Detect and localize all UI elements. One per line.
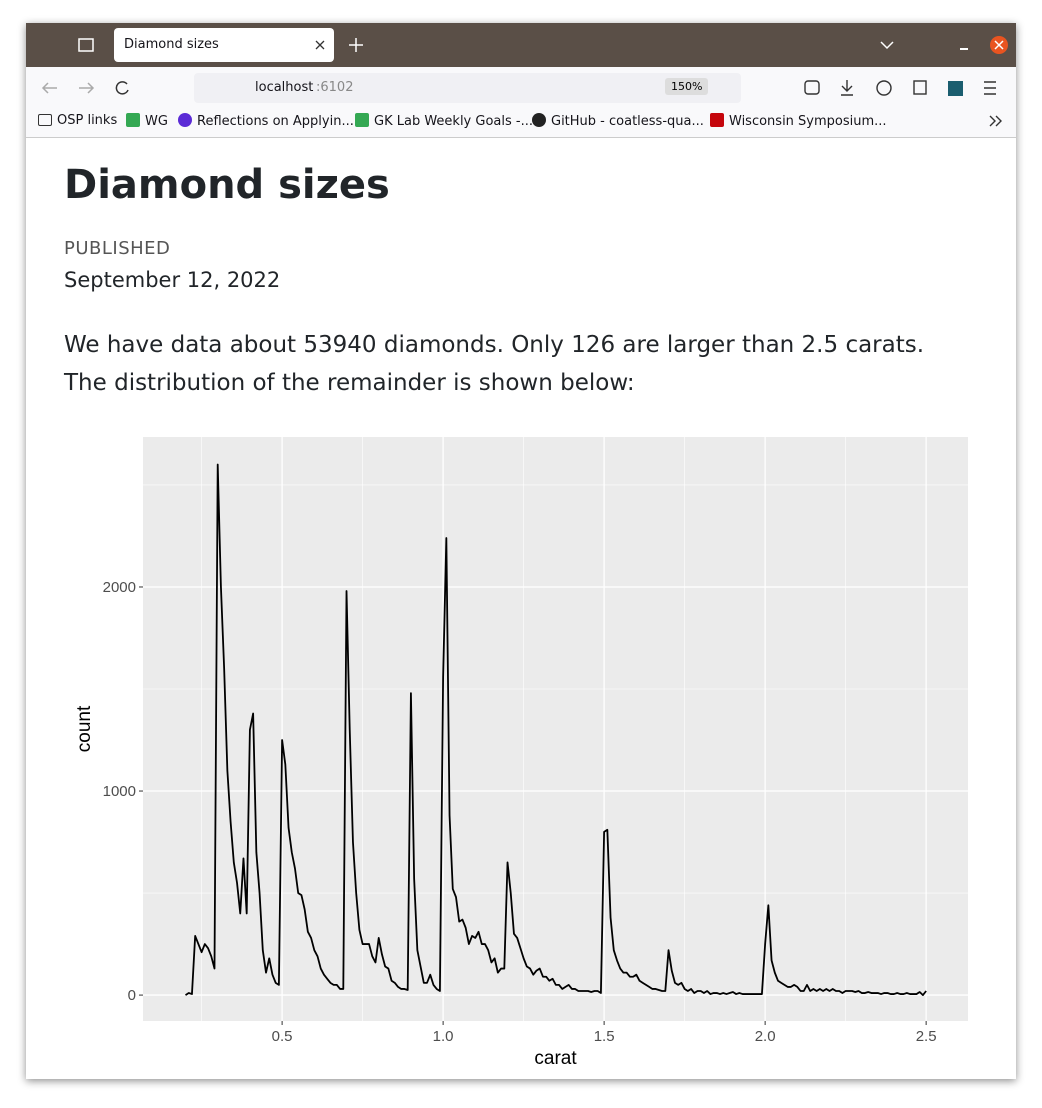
bookmark-label: OSP links [57, 113, 118, 128]
account-icon[interactable] [876, 80, 892, 96]
toolbar-icons [804, 80, 996, 96]
y-tick-label: 2000 [103, 579, 136, 596]
menu-icon[interactable] [984, 81, 996, 95]
reload-icon[interactable] [115, 81, 129, 95]
chart: 0 1000 2000 0.5 1.0 1.5 2.0 2.5 carat count [74, 437, 968, 1069]
plot-panel [143, 437, 968, 1021]
x-tick-label: 2.5 [916, 1028, 937, 1045]
close-x [994, 40, 1004, 50]
bookmark[interactable]: Reflections on Applyin... [178, 113, 354, 129]
url-port: :6102 [316, 80, 354, 95]
bookmarks-bar: OSP links WG Reflections on Applyin... G… [26, 105, 1016, 138]
browser-window: Diamond sizes localhost:6102 150% OSP li… [26, 23, 1016, 1079]
doc-title: Diamond sizes [64, 162, 390, 208]
y-axis-label: count [74, 705, 95, 752]
downloads-icon[interactable] [841, 80, 853, 96]
bookmark-label: Reflections on Applyin... [197, 114, 354, 129]
bookmark[interactable]: Wisconsin Symposium... [710, 113, 887, 129]
x-tick-label: 1.0 [433, 1028, 454, 1045]
bookmark[interactable]: GK Lab Weekly Goals -... [355, 113, 533, 129]
bookmark[interactable]: GitHub - coatless-qua... [532, 113, 704, 129]
x-tick-label: 0.5 [272, 1028, 293, 1045]
tab-menu-icon[interactable] [880, 41, 894, 50]
url-host: localhost [255, 80, 314, 95]
x-axis-label: carat [534, 1048, 577, 1069]
bookmark[interactable]: OSP links [38, 113, 117, 128]
title-icons [78, 36, 1008, 54]
tab-close[interactable] [314, 39, 326, 51]
x-tick-label: 2.0 [755, 1028, 776, 1045]
url-bar[interactable]: localhost:6102 150% [194, 73, 741, 103]
zoom-level[interactable]: 150% [665, 78, 709, 95]
forward-icon[interactable] [79, 82, 95, 94]
more-bookmarks[interactable] [988, 113, 1004, 129]
bookmark-label: GitHub - coatless-qua... [551, 114, 704, 129]
date: September 12, 2022 [64, 268, 281, 292]
data-line [185, 463, 927, 996]
published-label: PUBLISHED [64, 238, 171, 259]
bookmark-label: Wisconsin Symposium... [729, 114, 887, 129]
title-bar: Diamond sizes [26, 23, 1016, 67]
extensions-icon[interactable] [913, 80, 927, 95]
extension-icon[interactable] [948, 81, 963, 96]
x-tick-label: 1.5 [594, 1028, 615, 1045]
bookmark-label: WG [145, 114, 168, 129]
new-tab-icon[interactable] [349, 38, 363, 52]
bookmark-label: GK Lab Weekly Goals -... [374, 114, 533, 129]
paragraph: We have data about 53940 diamonds. Only … [64, 332, 925, 396]
y-tick-label: 1000 [103, 783, 136, 800]
pocket-icon[interactable] [804, 80, 820, 95]
nav-icons [41, 81, 129, 95]
back-icon[interactable] [41, 82, 57, 94]
y-tick-label: 0 [128, 987, 136, 1004]
toolbar: localhost:6102 150% [26, 67, 1016, 105]
bookmark[interactable]: WG [126, 113, 168, 129]
tab[interactable]: Diamond sizes [114, 28, 334, 62]
tab-title: Diamond sizes [124, 37, 219, 52]
tab-list-icon[interactable] [78, 38, 94, 52]
